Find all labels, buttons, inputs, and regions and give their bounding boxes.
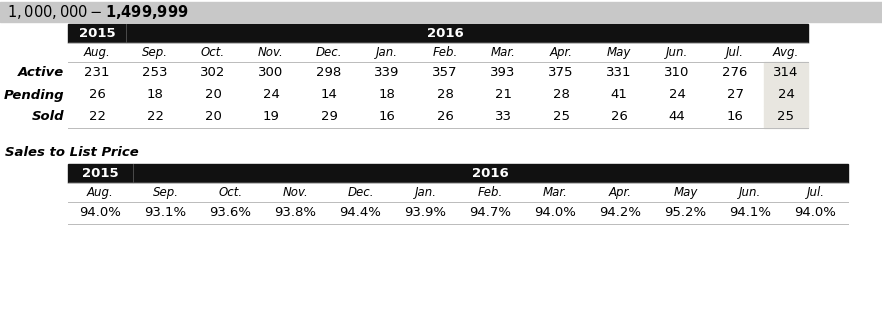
Text: Mar.: Mar.: [490, 46, 515, 59]
Text: 24: 24: [263, 89, 280, 101]
Text: 18: 18: [378, 89, 395, 101]
Text: Apr.: Apr.: [549, 46, 572, 59]
Text: Avg.: Avg.: [773, 46, 799, 59]
Text: 22: 22: [88, 110, 106, 124]
Text: 14: 14: [320, 89, 338, 101]
Text: 94.0%: 94.0%: [79, 207, 122, 220]
Text: Active: Active: [18, 66, 64, 80]
Text: Nov.: Nov.: [258, 46, 284, 59]
Text: 41: 41: [610, 89, 627, 101]
Text: 2016: 2016: [427, 27, 463, 40]
Text: Nov.: Nov.: [282, 186, 309, 199]
Text: 314: 314: [774, 66, 799, 80]
Text: 375: 375: [549, 66, 574, 80]
Text: Sales to List Price: Sales to List Price: [5, 145, 138, 158]
Text: Jul.: Jul.: [726, 46, 744, 59]
Text: Jun.: Jun.: [666, 46, 688, 59]
Bar: [68, 43, 808, 62]
Text: Oct.: Oct.: [201, 46, 225, 59]
Text: 28: 28: [437, 89, 453, 101]
Text: 94.0%: 94.0%: [795, 207, 836, 220]
Text: Dec.: Dec.: [316, 46, 342, 59]
Text: Jul.: Jul.: [806, 186, 825, 199]
Text: 302: 302: [200, 66, 226, 80]
Text: Sep.: Sep.: [153, 186, 178, 199]
Text: 29: 29: [320, 110, 338, 124]
Text: Dec.: Dec.: [348, 186, 374, 199]
Text: Sold: Sold: [32, 110, 64, 124]
Text: 94.4%: 94.4%: [340, 207, 381, 220]
Text: May: May: [607, 46, 632, 59]
Text: 16: 16: [378, 110, 395, 124]
Text: 300: 300: [258, 66, 284, 80]
Text: 94.0%: 94.0%: [534, 207, 577, 220]
Text: May: May: [673, 186, 698, 199]
Text: 26: 26: [437, 110, 453, 124]
Text: 93.1%: 93.1%: [145, 207, 187, 220]
Bar: [764, 84, 808, 106]
Text: $1,000,000 - $1,499,999: $1,000,000 - $1,499,999: [7, 3, 189, 21]
Text: 95.2%: 95.2%: [664, 207, 706, 220]
Text: 21: 21: [495, 89, 512, 101]
Text: 331: 331: [606, 66, 632, 80]
Text: 25: 25: [552, 110, 570, 124]
Text: 2015: 2015: [78, 27, 116, 40]
Text: 16: 16: [727, 110, 744, 124]
Text: Jan.: Jan.: [376, 46, 398, 59]
Text: 25: 25: [778, 110, 795, 124]
Text: 33: 33: [495, 110, 512, 124]
Text: Feb.: Feb.: [432, 46, 458, 59]
Bar: [0, 2, 882, 22]
Text: 93.8%: 93.8%: [274, 207, 317, 220]
Text: 94.2%: 94.2%: [600, 207, 641, 220]
Text: 93.9%: 93.9%: [405, 207, 446, 220]
Text: 231: 231: [85, 66, 109, 80]
Text: Pending: Pending: [4, 89, 64, 101]
Text: 93.6%: 93.6%: [210, 207, 251, 220]
Text: Feb.: Feb.: [478, 186, 503, 199]
Text: 28: 28: [552, 89, 570, 101]
Text: 94.1%: 94.1%: [729, 207, 772, 220]
Bar: [764, 62, 808, 84]
Text: Jun.: Jun.: [739, 186, 762, 199]
Text: 20: 20: [205, 89, 221, 101]
Text: 2015: 2015: [82, 167, 119, 180]
Text: 20: 20: [205, 110, 221, 124]
Text: 18: 18: [146, 89, 163, 101]
Text: Mar.: Mar.: [543, 186, 568, 199]
Text: 298: 298: [317, 66, 341, 80]
Text: Jan.: Jan.: [415, 186, 437, 199]
Text: 94.7%: 94.7%: [469, 207, 512, 220]
Text: 24: 24: [669, 89, 685, 101]
Text: 44: 44: [669, 110, 685, 124]
Text: 393: 393: [490, 66, 516, 80]
Text: Oct.: Oct.: [219, 186, 243, 199]
Text: 26: 26: [88, 89, 106, 101]
Text: Apr.: Apr.: [609, 186, 632, 199]
Text: 19: 19: [263, 110, 280, 124]
Text: 310: 310: [664, 66, 690, 80]
Bar: [764, 106, 808, 128]
Text: Aug.: Aug.: [84, 46, 110, 59]
Text: 24: 24: [778, 89, 795, 101]
Text: 27: 27: [727, 89, 744, 101]
Bar: [68, 164, 848, 183]
Text: 276: 276: [722, 66, 748, 80]
Text: 357: 357: [432, 66, 458, 80]
Text: 22: 22: [146, 110, 163, 124]
Text: Aug.: Aug.: [87, 186, 114, 199]
Bar: [68, 24, 808, 43]
Text: 253: 253: [142, 66, 168, 80]
Text: 26: 26: [610, 110, 627, 124]
Bar: [68, 183, 848, 202]
Text: 339: 339: [374, 66, 400, 80]
Text: Sep.: Sep.: [142, 46, 168, 59]
Text: 2016: 2016: [472, 167, 509, 180]
